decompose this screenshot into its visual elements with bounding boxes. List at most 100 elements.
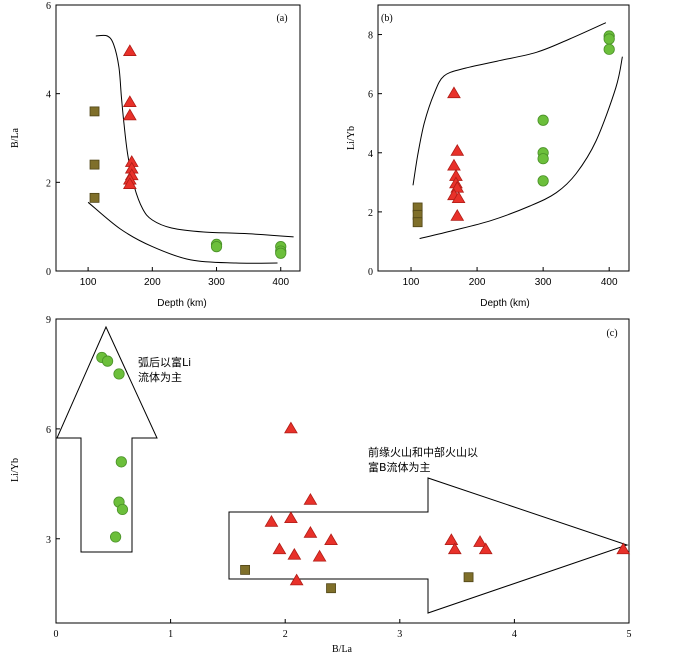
- panel-a-points: [89, 44, 287, 259]
- front-arc-square-marker: [240, 564, 250, 575]
- panel-b-label: (b): [381, 13, 393, 24]
- front-arc-square-marker: [89, 159, 100, 170]
- x-tick-label: 200: [469, 277, 486, 288]
- x-tick-label: 200: [144, 277, 161, 288]
- back-arc-circle-marker: [109, 531, 122, 543]
- back-arc-circle-marker: [101, 355, 114, 367]
- panel-a: (a) 100 200 300 400 0 2 4 6 Depth (km) B/La: [10, 1, 301, 309]
- middle-arc-triangle-marker: [447, 158, 461, 171]
- panel-c-points: [96, 351, 631, 594]
- front-arc-square-marker: [326, 583, 336, 594]
- panel-c-x-axis-label: B/La: [332, 644, 353, 653]
- arrow-up-shape: [56, 325, 158, 553]
- y-tick-label: 6: [46, 425, 51, 436]
- middle-arc-triangle-marker: [122, 177, 137, 189]
- panel-b-y-ticks: 0 2 4 6 8: [368, 31, 382, 278]
- front-arc-square-marker: [412, 217, 423, 228]
- panel-c-y-ticks: 3 6 9: [46, 315, 60, 546]
- y-tick-label: 4: [46, 90, 51, 101]
- panel-a-label: (a): [276, 13, 287, 24]
- front-arc-square-marker: [89, 106, 100, 117]
- panel-b-points: [412, 30, 615, 228]
- middle-arc-triangle-marker: [122, 108, 137, 121]
- panel-a-x-ticks: 100 200 300 400: [80, 267, 290, 288]
- panel-a-frame: [55, 4, 301, 272]
- panel-a-envelope-curve: [87, 34, 294, 264]
- back-arc-circle-marker: [116, 503, 129, 516]
- x-tick-label: 5: [627, 629, 632, 640]
- front-arc-square-marker: [463, 572, 474, 583]
- y-tick-label: 8: [368, 31, 373, 42]
- panel-a-y-axis-label: B/La: [10, 127, 21, 148]
- middle-arc-triangle-marker: [444, 533, 459, 546]
- panel-c-label: (c): [606, 328, 617, 339]
- middle-arc-triangle-marker: [447, 86, 461, 99]
- middle-arc-triangle-marker: [264, 514, 279, 527]
- panel-b-x-axis-label: Depth (km): [480, 298, 529, 309]
- x-tick-label: 1: [168, 629, 173, 640]
- annotation-front-arc-line1: 前缘火山和中部火山以: [368, 445, 478, 459]
- panel-c-x-ticks: 0 1 2 3 4 5: [54, 619, 632, 640]
- panel-b-x-ticks: 100 200 300 400: [403, 267, 618, 288]
- back-arc-circle-marker: [537, 175, 549, 187]
- x-tick-label: 400: [601, 277, 618, 288]
- x-tick-label: 2: [283, 629, 288, 640]
- middle-arc-triangle-marker: [312, 549, 327, 562]
- annotation-back-arc-line2: 流体为主: [138, 370, 182, 384]
- middle-arc-triangle-marker: [451, 191, 466, 204]
- front-arc-square-marker: [89, 192, 100, 203]
- panel-b: (b) 100 200 300 400 0 2 4 6 8 Depth (km) Li/Yb: [346, 4, 630, 309]
- y-tick-label: 3: [46, 535, 51, 546]
- middle-arc-triangle-marker: [122, 44, 137, 56]
- middle-arc-triangle-marker: [450, 144, 465, 156]
- back-arc-circle-marker: [537, 153, 549, 165]
- panel-b-envelope-upper: [412, 22, 607, 186]
- x-tick-label: 300: [535, 277, 552, 288]
- middle-arc-triangle-marker: [473, 535, 487, 547]
- y-tick-label: 0: [368, 267, 373, 278]
- middle-arc-triangle-marker: [122, 95, 137, 107]
- x-tick-label: 100: [403, 277, 420, 288]
- y-tick-label: 2: [368, 208, 373, 219]
- y-tick-label: 6: [46, 1, 51, 12]
- middle-arc-triangle-marker: [303, 493, 318, 505]
- panel-a-y-ticks: 0 2 4 6: [46, 1, 60, 278]
- middle-arc-triangle-marker: [447, 542, 462, 555]
- panel-c: (c) 弧后以富Li 流体为主 前缘火山和中部火山以 富B流体为主 0 1 2 3 4 5…: [10, 315, 632, 653]
- panel-b-y-axis-label: Li/Yb: [346, 126, 357, 150]
- middle-arc-triangle-marker: [272, 542, 287, 555]
- back-arc-circle-marker: [113, 368, 125, 380]
- x-tick-label: 0: [54, 629, 59, 640]
- y-tick-label: 0: [46, 267, 51, 278]
- back-arc-circle-marker: [210, 241, 223, 253]
- panel-c-y-axis-label: Li/Yb: [10, 458, 21, 482]
- middle-arc-triangle-marker: [478, 542, 493, 555]
- middle-arc-triangle-marker: [284, 421, 298, 434]
- y-tick-label: 6: [368, 90, 373, 101]
- y-tick-label: 4: [368, 149, 373, 160]
- y-tick-label: 2: [46, 178, 51, 189]
- back-arc-circle-marker: [603, 33, 615, 45]
- panel-b-envelope-lower: [419, 56, 623, 239]
- middle-arc-triangle-marker: [616, 542, 631, 555]
- back-arc-circle-marker: [115, 456, 127, 468]
- panel-c-frame: [55, 318, 630, 624]
- panel-b-frame: [377, 4, 630, 272]
- back-arc-circle-marker: [275, 247, 287, 259]
- x-tick-label: 300: [208, 277, 225, 288]
- middle-arc-triangle-marker: [289, 573, 304, 586]
- back-arc-circle-marker: [603, 43, 615, 55]
- x-tick-label: 4: [512, 629, 517, 640]
- y-tick-label: 9: [46, 315, 51, 326]
- x-tick-label: 3: [397, 629, 402, 640]
- panel-a-x-axis-label: Depth (km): [157, 298, 206, 309]
- middle-arc-triangle-marker: [324, 533, 338, 546]
- x-tick-label: 400: [272, 277, 289, 288]
- middle-arc-triangle-marker: [287, 547, 302, 560]
- annotation-front-arc-line2: 富B流体为主: [368, 460, 431, 474]
- annotation-back-arc-line1: 弧后以富Li: [138, 355, 191, 369]
- middle-arc-triangle-marker: [450, 209, 465, 221]
- x-tick-label: 100: [80, 277, 97, 288]
- arrow-right-shape: [228, 477, 629, 614]
